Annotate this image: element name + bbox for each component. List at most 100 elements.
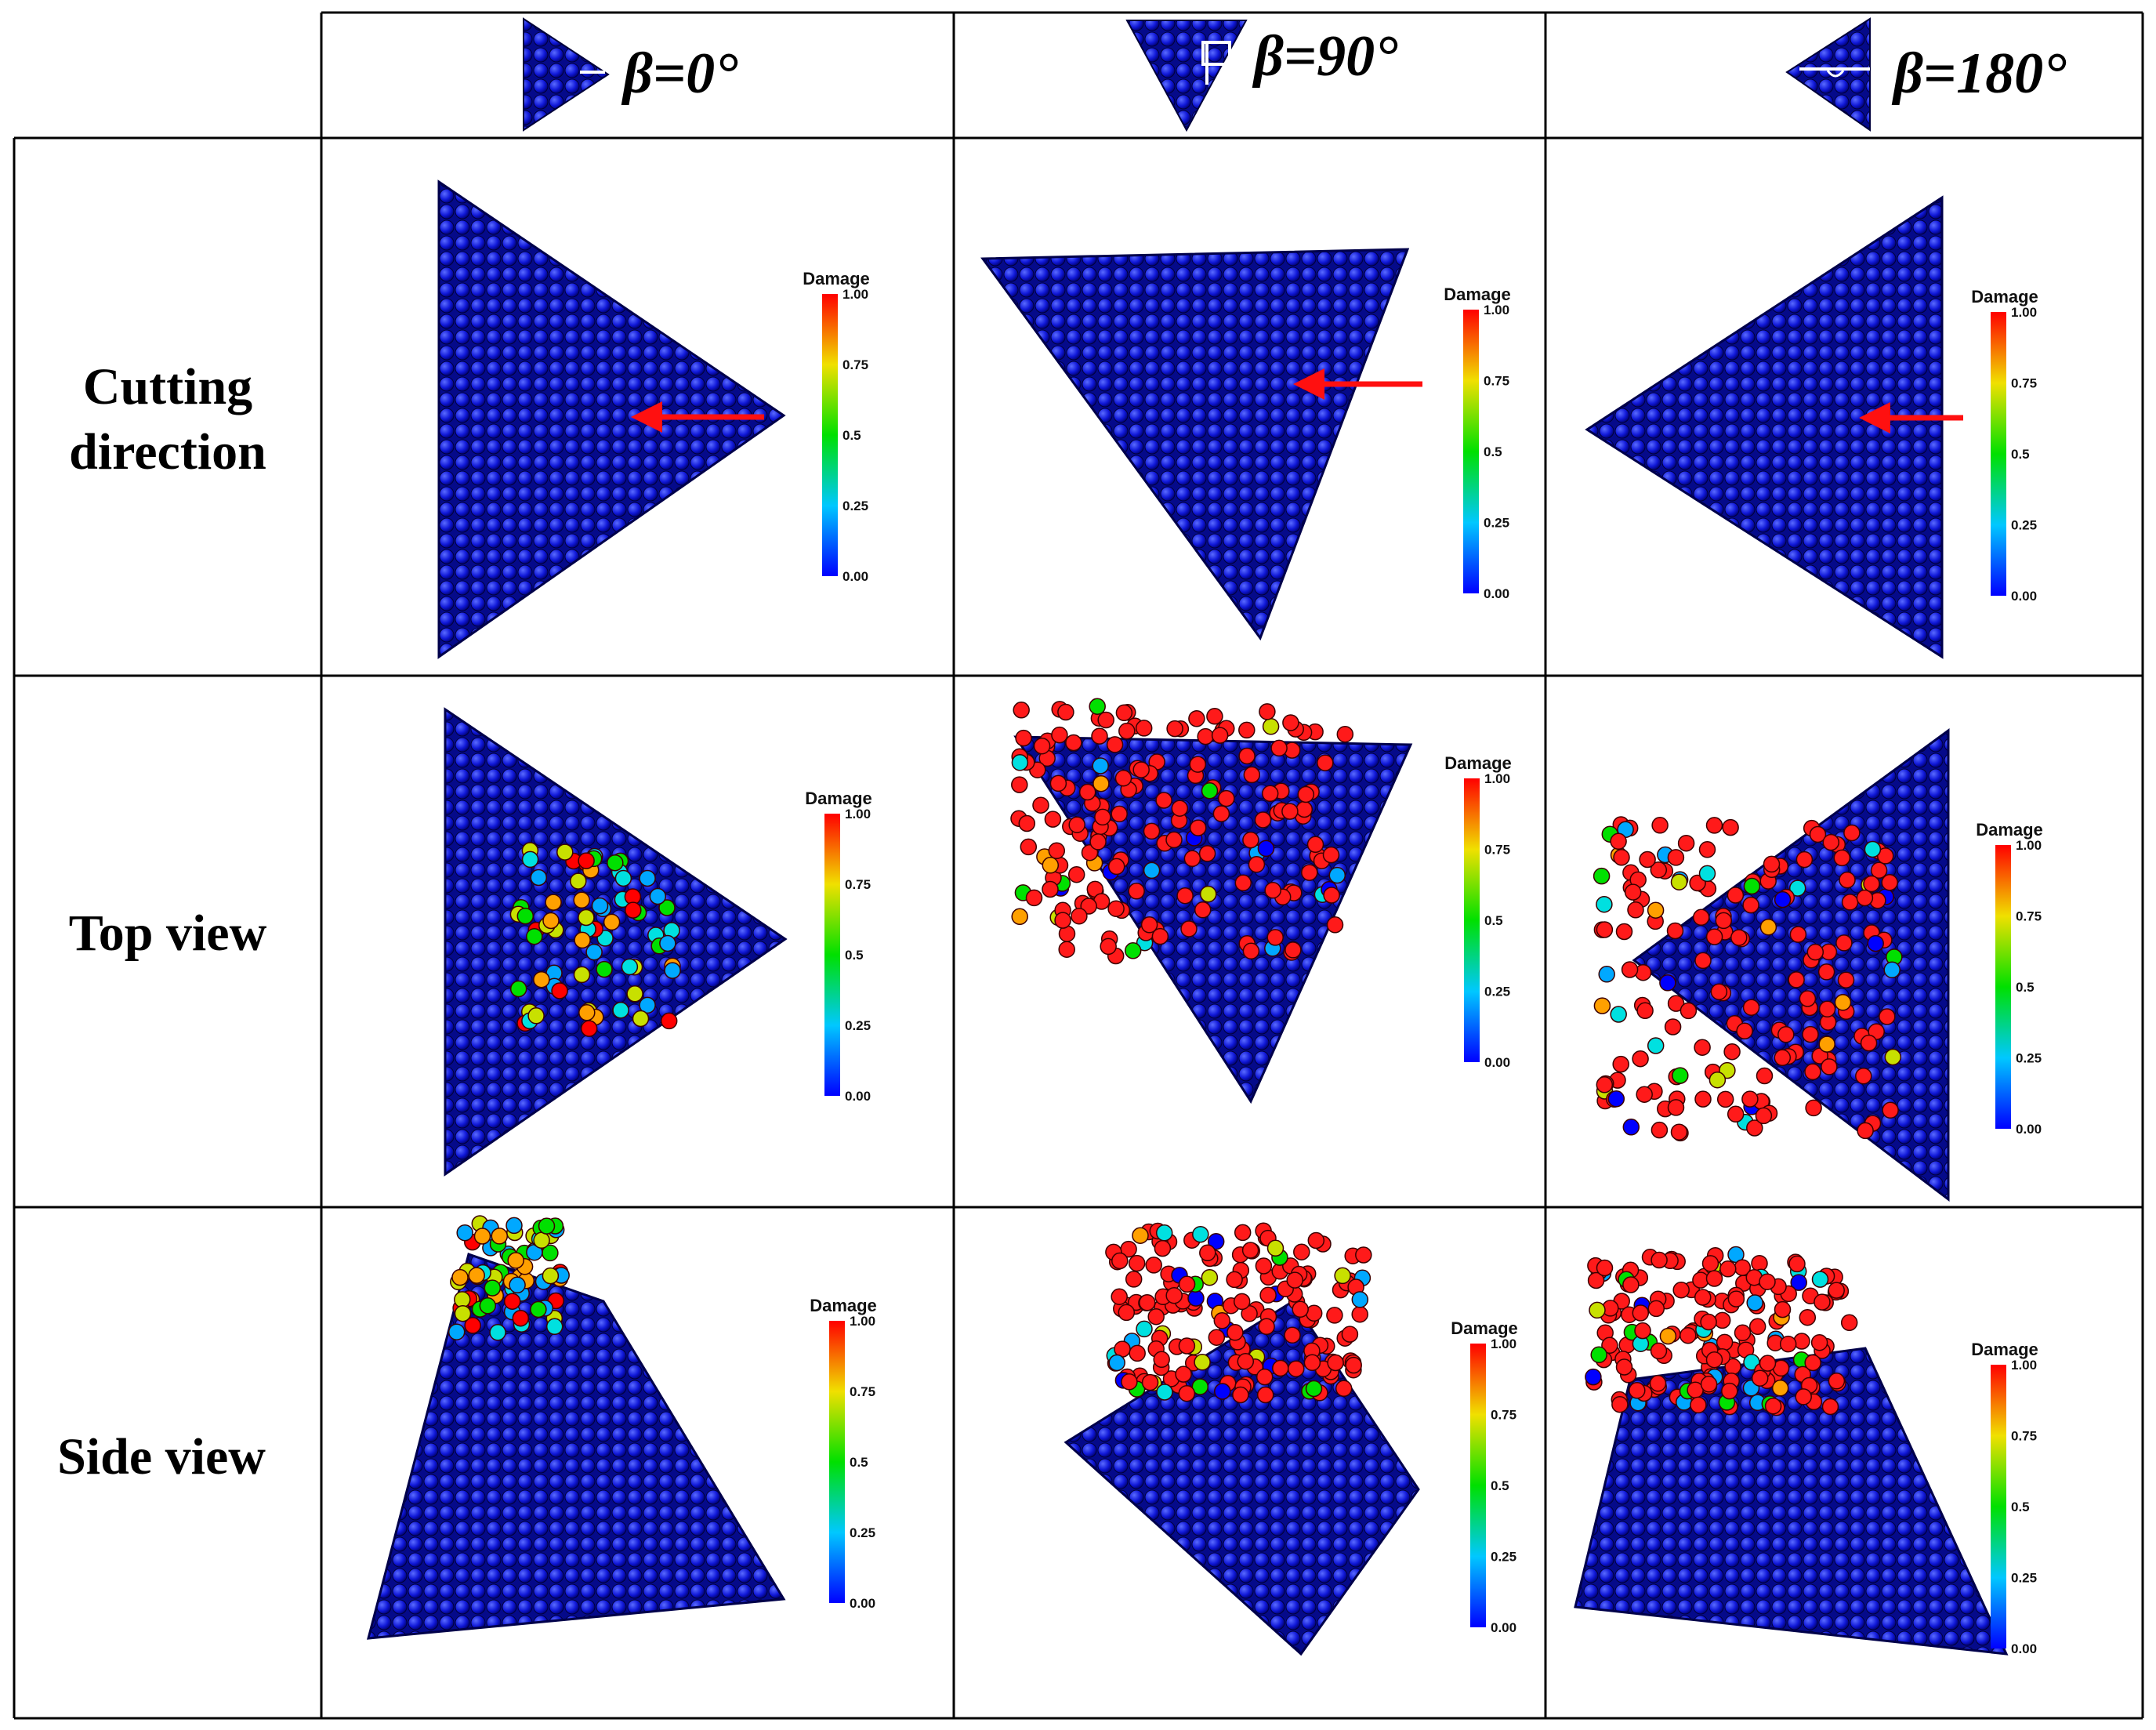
damaged-particle — [1863, 875, 1880, 893]
damaged-particle — [1272, 1359, 1289, 1377]
damaged-particle — [1128, 883, 1145, 900]
damaged-particle — [1692, 1271, 1709, 1289]
damaged-particle — [1165, 831, 1183, 849]
damaged-particle — [1192, 1225, 1209, 1243]
damaged-particle — [1141, 1373, 1159, 1391]
damaged-particle — [1690, 1396, 1707, 1414]
damaged-particle — [1322, 846, 1340, 864]
damaged-particle — [1692, 909, 1710, 927]
damaged-particle — [1011, 908, 1028, 926]
damaged-particle — [1226, 1271, 1243, 1289]
damaged-particle — [1327, 1354, 1344, 1372]
damaged-particle — [1839, 871, 1856, 889]
damaged-particle — [1128, 1254, 1146, 1272]
damaged-particle — [1774, 1300, 1792, 1318]
damaged-particle — [607, 854, 624, 872]
damaged-particle — [473, 1228, 491, 1245]
damaged-particle — [1730, 929, 1748, 946]
damaged-particle — [664, 962, 681, 979]
damaged-particle — [1810, 1333, 1828, 1351]
damaged-particle — [578, 1004, 596, 1021]
side-beta-180-render — [1574, 1246, 2009, 1656]
damaged-particle — [1306, 836, 1324, 854]
damaged-particle — [1777, 1026, 1795, 1043]
damaged-particle — [1680, 1326, 1697, 1344]
damaged-particle — [1058, 941, 1075, 958]
damaged-particle — [1601, 1336, 1618, 1355]
damaged-particle — [659, 934, 676, 952]
colorbar-tick-label: 0.5 — [2011, 447, 2030, 462]
damaged-particle — [1882, 1101, 1899, 1119]
damaged-particle — [507, 1252, 524, 1269]
damaged-particle — [1809, 825, 1827, 843]
damaged-particle — [1065, 734, 1082, 752]
damaged-particle — [1857, 1122, 1874, 1140]
damaged-particle — [1795, 1388, 1812, 1405]
damaged-particle — [1593, 997, 1611, 1014]
colorbar-tick-label: 1.00 — [850, 1314, 875, 1329]
damaged-particle — [1328, 866, 1346, 884]
damaged-particle — [1258, 1318, 1275, 1336]
damaged-particle — [1197, 727, 1214, 745]
damaged-particle — [639, 996, 656, 1014]
damaged-particle — [1286, 1271, 1303, 1289]
colorbar-tick-label: 0.75 — [1484, 374, 1509, 389]
damaged-particle — [1867, 934, 1884, 952]
particle-renderings — [367, 180, 2009, 1656]
damaged-particle — [1742, 896, 1759, 914]
particle-body — [444, 707, 788, 1177]
damaged-particle — [1632, 1050, 1649, 1068]
column-label-beta-180: β=180° — [1891, 42, 2067, 106]
damaged-particle — [1341, 1326, 1359, 1343]
damaged-particle — [1705, 1351, 1723, 1369]
damaged-particle — [1071, 907, 1088, 925]
damaged-particle — [580, 1020, 598, 1037]
damaged-particle — [1254, 811, 1272, 829]
damaged-particle — [1698, 841, 1716, 858]
column-headers: β=0° β=90° β=180° — [523, 17, 2067, 132]
damaged-particle — [1670, 873, 1688, 890]
damaged-particle — [1011, 776, 1028, 793]
damaged-particle — [1818, 1000, 1836, 1018]
damaged-particle — [545, 894, 562, 911]
damaged-particle — [1256, 1368, 1274, 1386]
damaged-particle — [1092, 757, 1109, 774]
damaged-particle — [1114, 769, 1132, 787]
damaged-particle — [1155, 792, 1172, 809]
damaged-particle — [1774, 1049, 1792, 1067]
damaged-particle — [1755, 1107, 1773, 1125]
damaged-particle — [1266, 929, 1284, 946]
damaged-particle — [625, 901, 642, 919]
colorbar-tick-label: 0.75 — [850, 1384, 875, 1399]
row-label-side-view: Side view — [57, 1428, 266, 1485]
damaged-particle — [1089, 698, 1106, 715]
colorbar-tick-label: 0.5 — [850, 1455, 868, 1470]
damaged-particle — [1067, 865, 1085, 883]
triangle-left-icon — [1785, 17, 1871, 132]
damaged-particle — [1118, 722, 1136, 740]
colorbar-gradient — [1470, 1344, 1486, 1627]
damaged-particle — [1125, 1271, 1143, 1288]
damaged-particle — [1183, 850, 1201, 868]
damaged-particle — [1323, 887, 1340, 904]
damaged-particle — [1804, 1354, 1821, 1372]
colorbar-tick-label: 0.5 — [845, 948, 864, 963]
damaged-particle — [626, 985, 643, 1003]
damaged-particle — [1741, 1090, 1759, 1108]
colorbar-gradient — [822, 294, 838, 576]
damaged-particle — [1799, 990, 1817, 1007]
damaged-particle — [1297, 785, 1315, 803]
damaged-particle — [1208, 1329, 1226, 1346]
row-label-cutting-line2: direction — [69, 423, 266, 481]
damaged-particle — [533, 1231, 550, 1249]
colorbar-tick-label: 0.25 — [850, 1525, 875, 1540]
damaged-particle — [1241, 1305, 1258, 1322]
colorbar-tick-label: 1.00 — [2011, 305, 2037, 320]
damaged-particle — [1351, 1305, 1368, 1323]
damaged-particle — [1078, 783, 1096, 801]
colorbar-tick-label: 0.00 — [1491, 1620, 1516, 1635]
damaged-particle — [1636, 1086, 1653, 1103]
